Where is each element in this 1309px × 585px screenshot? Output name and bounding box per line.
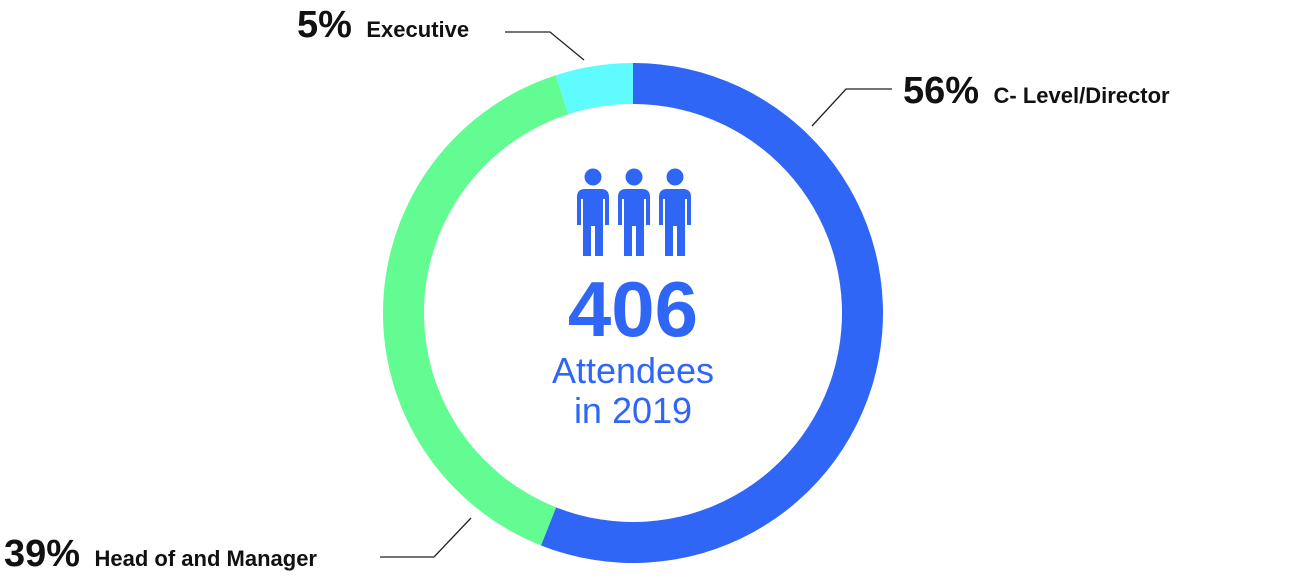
label-executive: 5% Executive (297, 4, 469, 46)
attendee-label-line2: in 2019 (574, 390, 692, 431)
label-executive-category: Executive (366, 17, 469, 42)
leader-line-c-level (811, 88, 892, 127)
person-icon (659, 168, 691, 256)
leader-line-executive (505, 31, 585, 61)
label-c-level-percent: 56% (903, 70, 979, 112)
label-executive-percent: 5% (297, 4, 352, 46)
label-head-of-category: Head of and Manager (95, 546, 318, 571)
label-head-of-percent: 39% (4, 533, 80, 575)
label-c-level: 56% C- Level/Director (903, 70, 1170, 112)
slice-head-of-and-manager (383, 75, 569, 546)
person-icon (577, 168, 609, 256)
label-head-of: 39% Head of and Manager (4, 533, 317, 575)
leader-line-head-of (380, 517, 472, 558)
donut-slices (383, 63, 883, 563)
person-icon (618, 168, 650, 256)
attendee-label-line1: Attendees (552, 350, 714, 391)
attendee-count: 406 (568, 265, 698, 353)
slice-executive (555, 63, 633, 115)
three-people-icon (577, 168, 691, 256)
label-c-level-category: C- Level/Director (994, 83, 1170, 108)
